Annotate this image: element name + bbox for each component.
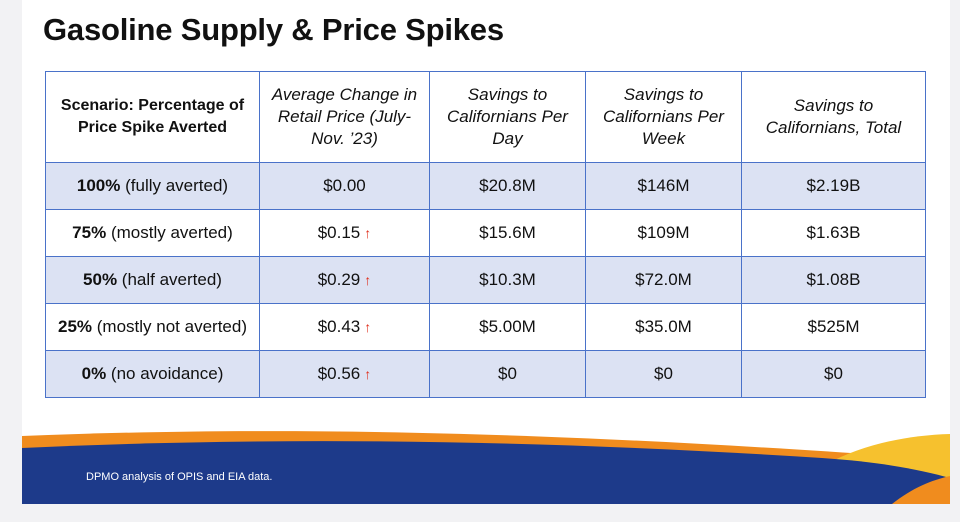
price-value: $0.00 [323,176,366,195]
up-arrow-icon: ↑ [364,366,372,382]
scenario-desc: (no avoidance) [110,364,224,383]
scenario-cell: 50% (half averted) [45,256,260,304]
scenario-percent: 25% [58,317,93,336]
savings-table: Scenario: Percentage of Price Spike Aver… [45,71,926,398]
scenario-desc: (mostly not averted) [96,317,247,336]
total-savings-cell: $2.19B [741,162,926,210]
header-savings-day: Savings to Californians Per Day [429,71,586,163]
header-savings-week: Savings to Californians Per Week [585,71,742,163]
slide-title: Gasoline Supply & Price Spikes [43,12,504,47]
total-savings-cell: $1.08B [741,256,926,304]
total-savings-cell: $525M [741,303,926,351]
scenario-desc: (fully averted) [125,176,229,195]
table-row: 100% (fully averted) $0.00 $20.8M $146M … [45,162,926,210]
up-arrow-icon: ↑ [364,225,372,241]
price-cell: $0.43 ↑ [259,303,430,351]
day-savings-cell: $5.00M [429,303,586,351]
up-arrow-icon: ↑ [364,319,372,335]
day-savings-cell: $20.8M [429,162,586,210]
scenario-cell: 100% (fully averted) [45,162,260,210]
table-row: 25% (mostly not averted) $0.43 ↑ $5.00M $… [45,303,926,351]
slide: Gasoline Supply & Price Spikes Scenario:… [22,0,950,504]
table-header-row: Scenario: Percentage of Price Spike Aver… [45,71,926,163]
day-savings-cell: $0 [429,350,586,398]
source-note: DPMO analysis of OPIS and EIA data. [86,471,273,483]
scenario-percent: 50% [83,270,118,289]
week-savings-cell: $72.0M [585,256,742,304]
week-savings-cell: $0 [585,350,742,398]
total-savings-cell: $1.63B [741,209,926,257]
day-savings-cell: $10.3M [429,256,586,304]
up-arrow-icon: ↑ [364,272,372,288]
total-savings-cell: $0 [741,350,926,398]
header-price-change: Average Change in Retail Price (July-Nov… [259,71,430,163]
scenario-cell: 75% (mostly averted) [45,209,260,257]
price-cell: $0.56 ↑ [259,350,430,398]
price-cell: $0.00 [259,162,430,210]
price-cell: $0.15 ↑ [259,209,430,257]
scenario-cell: 0% (no avoidance) [45,350,260,398]
header-savings-total: Savings to Californians, Total [741,71,926,163]
day-savings-cell: $15.6M [429,209,586,257]
price-value: $0.43 [317,317,361,336]
scenario-percent: 75% [72,223,107,242]
scenario-desc: (half averted) [121,270,222,289]
scenario-cell: 25% (mostly not averted) [45,303,260,351]
table-row: 0% (no avoidance) $0.56 ↑ $0 $0 $0 [45,350,926,398]
price-cell: $0.29 ↑ [259,256,430,304]
week-savings-cell: $35.0M [585,303,742,351]
footer-wave-decoration [22,431,950,504]
header-scenario: Scenario: Percentage of Price Spike Aver… [45,71,260,163]
table-row: 50% (half averted) $0.29 ↑ $10.3M $72.0M … [45,256,926,304]
table-row: 75% (mostly averted) $0.15 ↑ $15.6M $109M… [45,209,926,257]
price-value: $0.29 [317,270,361,289]
week-savings-cell: $109M [585,209,742,257]
scenario-desc: (mostly averted) [110,223,233,242]
scenario-percent: 0% [81,364,107,383]
price-value: $0.56 [317,364,361,383]
week-savings-cell: $146M [585,162,742,210]
scenario-percent: 100% [76,176,121,195]
price-value: $0.15 [317,223,361,242]
